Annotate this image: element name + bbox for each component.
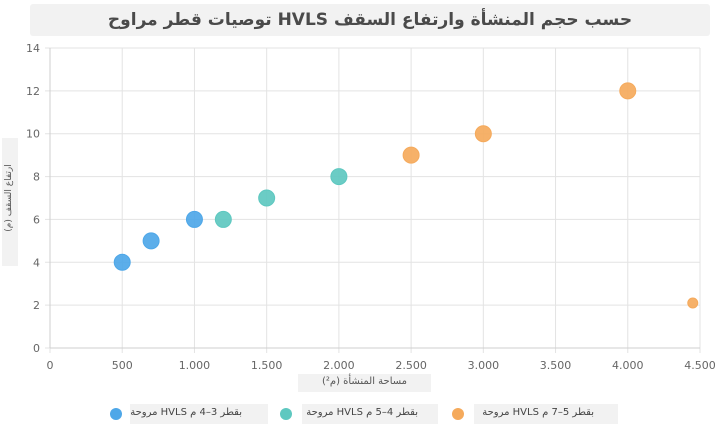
- x-tick-label: 4.000: [612, 359, 644, 372]
- x-axis-label: مساحة المنشأة (م²): [321, 376, 408, 387]
- legend-swatch-large-fan: [452, 408, 464, 420]
- data-point: [142, 232, 160, 250]
- x-tick-label: 2.500: [395, 359, 427, 372]
- chart-title: حسب حجم المنشأة وارتفاع السقف HVLS توصيا…: [107, 10, 633, 30]
- x-tick-label: 2.000: [323, 359, 355, 372]
- legend-label-background: [302, 404, 438, 424]
- y-tick-label: 10: [26, 128, 40, 141]
- y-axis-label-background: [2, 138, 18, 266]
- x-axis-label-background: [298, 374, 431, 392]
- legend-swatch-small-fan: [110, 408, 122, 420]
- title-background: حسب حجم المنشأة وارتفاع السقف HVLS توصيا…: [30, 4, 710, 36]
- data-point: [185, 210, 203, 228]
- x-tick-label: 1.000: [179, 359, 211, 372]
- data-point: [330, 168, 348, 186]
- data-point: [687, 297, 699, 309]
- data-point: [402, 146, 420, 164]
- data-point: [113, 253, 131, 271]
- x-tick-label: 3.500: [540, 359, 572, 372]
- y-tick-label: 4: [33, 256, 40, 269]
- x-tick-label: 500: [112, 359, 133, 372]
- legend-label-medium-fan: بقطر 4–5 م HVLS مروحة: [306, 407, 418, 418]
- data-point: [258, 189, 276, 207]
- legend-item-medium-fan[interactable]: بقطر 4–5 م HVLS مروحة: [278, 404, 438, 424]
- y-tick-label: 12: [26, 85, 40, 98]
- data-point: [474, 125, 492, 143]
- legend-item-small-fan[interactable]: بقطر 3–4 م HVLS مروحة: [106, 404, 268, 424]
- legend-label-background: [130, 404, 268, 424]
- x-tick-label: 3.000: [468, 359, 500, 372]
- data-point: [619, 82, 637, 100]
- data-point: [214, 210, 232, 228]
- legend-label-background: [474, 404, 618, 424]
- legend-label-small-fan: بقطر 3–4 م HVLS مروحة: [130, 407, 242, 418]
- x-tick-label: 0: [47, 359, 54, 372]
- x-tick-label: 4.500: [684, 359, 716, 372]
- y-tick-label: 2: [33, 299, 40, 312]
- y-tick-label: 14: [26, 42, 40, 55]
- legend-label-large-fan: بقطر 5–7 م HVLS مروحة: [482, 407, 594, 418]
- legend-swatch-medium-fan: [280, 408, 292, 420]
- y-tick-label: 6: [33, 213, 40, 226]
- x-tick-label: 1.500: [251, 359, 283, 372]
- y-tick-label: 8: [33, 171, 40, 184]
- legend-item-large-fan[interactable]: بقطر 5–7 م HVLS مروحة: [450, 404, 618, 424]
- y-tick-label: 0: [33, 342, 40, 355]
